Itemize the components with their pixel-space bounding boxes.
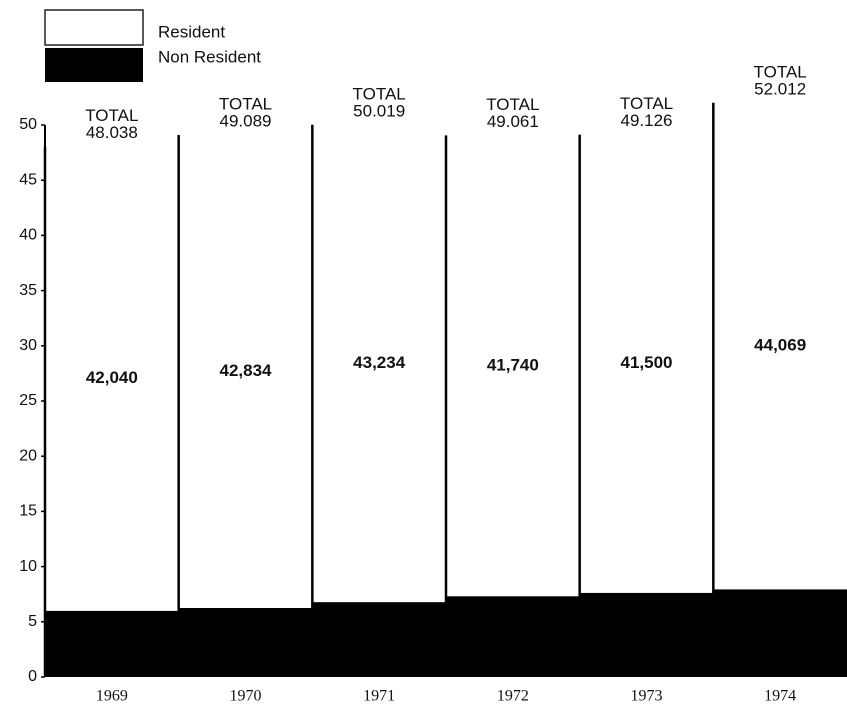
x-tick-label: 1973 — [631, 688, 663, 705]
y-tick-label: 30 — [19, 337, 37, 354]
legend-label: Non Resident — [158, 47, 261, 66]
y-tick-label: 20 — [19, 447, 37, 464]
total-value: 48.038 — [86, 123, 138, 142]
y-tick-label: 0 — [28, 668, 37, 685]
bar-segment — [579, 134, 714, 593]
legend-swatch — [45, 48, 143, 82]
total-caption: TOTAL — [219, 95, 272, 114]
y-tick-label: 45 — [19, 171, 37, 188]
total-caption: TOTAL — [85, 106, 138, 125]
x-tick-label: 1972 — [497, 688, 529, 705]
value-label: 43,234 — [353, 353, 406, 372]
x-tick-label: 1969 — [96, 688, 128, 705]
bar-segment — [713, 589, 847, 677]
y-tick-label: 35 — [19, 282, 37, 299]
total-caption: TOTAL — [353, 84, 406, 103]
bar-segment — [178, 607, 313, 677]
value-label: 42,040 — [86, 368, 138, 387]
bar-segment — [446, 596, 580, 677]
legend-swatch — [44, 9, 144, 46]
x-tick-label: 1974 — [764, 688, 796, 705]
total-caption: TOTAL — [486, 95, 539, 114]
total-caption: TOTAL — [620, 94, 673, 113]
total-caption: TOTAL — [754, 62, 807, 81]
y-tick-label: 5 — [28, 613, 37, 630]
bar-segment — [312, 124, 446, 603]
bar-segment — [713, 102, 847, 590]
bar-segment — [446, 135, 580, 597]
y-tick-label: 50 — [19, 116, 37, 133]
y-tick-label: 40 — [19, 227, 37, 244]
value-label: 42,834 — [220, 361, 273, 380]
value-label: 41,740 — [487, 355, 539, 374]
bar-segment — [579, 592, 714, 677]
total-value: 49.089 — [220, 112, 272, 131]
bar-segment — [45, 610, 179, 677]
total-value: 52.012 — [754, 79, 806, 98]
total-value: 49.061 — [487, 112, 539, 131]
legend-label: Resident — [158, 22, 225, 41]
x-tick-label: 1970 — [230, 688, 262, 705]
value-label: 44,069 — [754, 336, 806, 355]
total-value: 50.019 — [353, 101, 405, 120]
y-tick-label: 25 — [19, 392, 37, 409]
y-tick-label: 15 — [19, 503, 37, 520]
y-tick-label: 10 — [19, 558, 37, 575]
bar-segment — [45, 146, 179, 611]
bar-segment — [312, 602, 446, 677]
bar-segment — [178, 135, 313, 608]
value-label: 41,500 — [621, 353, 673, 372]
x-tick-label: 1971 — [363, 688, 395, 705]
total-value: 49.126 — [621, 111, 673, 130]
